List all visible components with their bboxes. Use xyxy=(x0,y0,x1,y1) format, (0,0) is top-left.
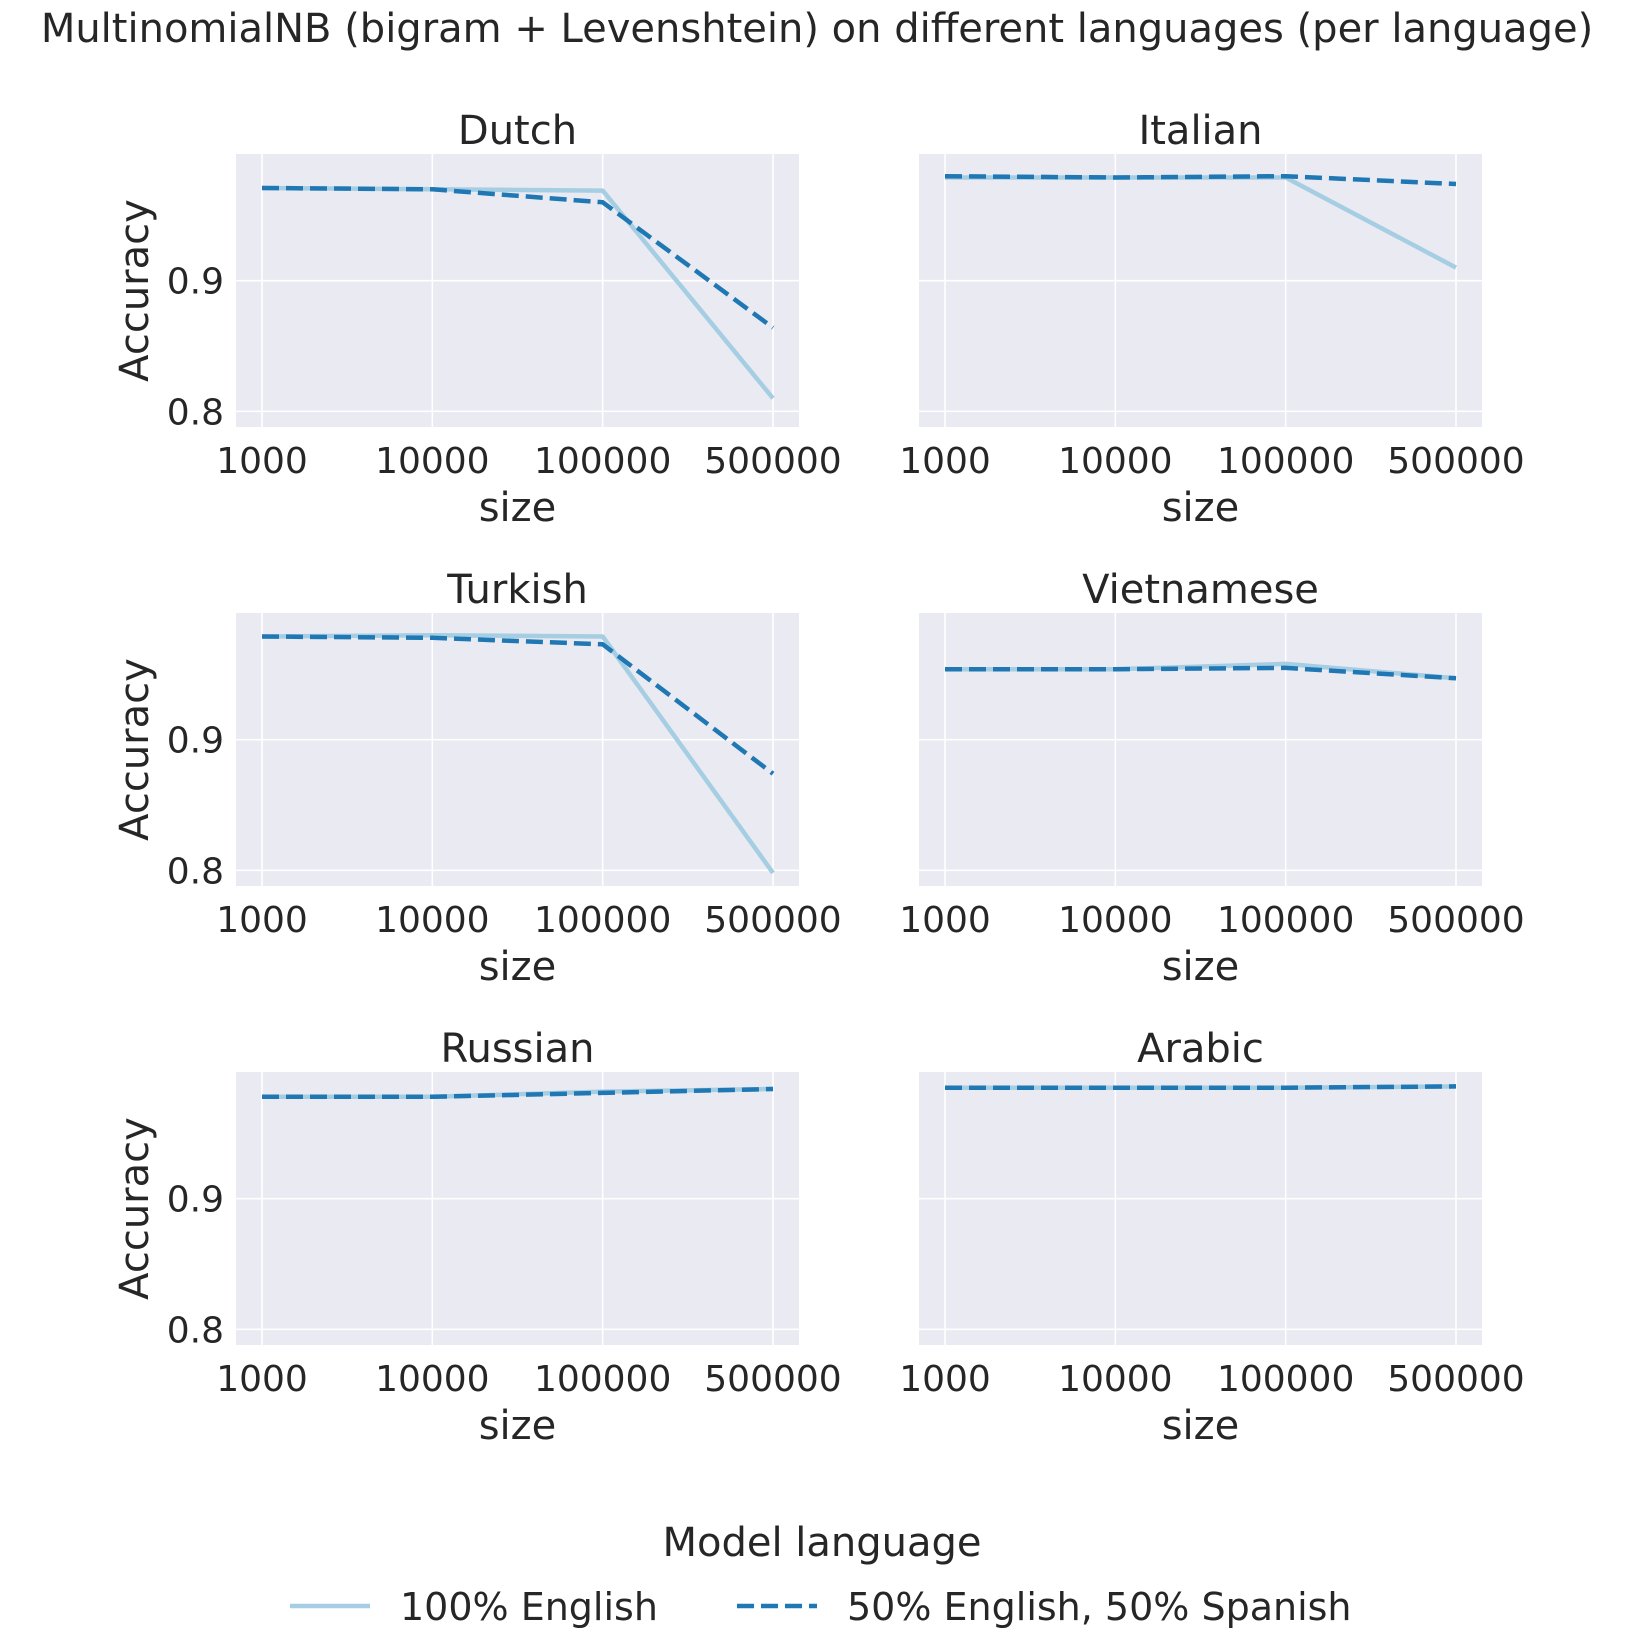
y-tick-label: 0.8 xyxy=(167,392,224,433)
subplot-title: Italian xyxy=(1138,108,1262,154)
y-tick-label: 0.9 xyxy=(167,1180,224,1221)
subplot-dutch: Dutch 1000 10000 100000 500000 size 0.8 0.9Accu… xyxy=(112,108,842,531)
x-tick-label: 100000 xyxy=(534,441,671,482)
subplot-title: Arabic xyxy=(1137,1026,1264,1072)
plot-area xyxy=(919,1072,1482,1345)
y-tick-label: 0.8 xyxy=(167,1310,224,1351)
x-tick-label: 500000 xyxy=(1387,900,1524,941)
legend-label-100-english: 100% English xyxy=(400,1585,658,1629)
figure-title: MultinomialNB (bigram + Levenshtein) on … xyxy=(41,6,1593,52)
series-line-50-english-50-spanish xyxy=(262,1086,774,1100)
x-tick-label: 10000 xyxy=(375,1359,490,1400)
subplot-russian: Russian 1000 10000 100000 500000 size 0.8 0.9Ac… xyxy=(112,1026,842,1449)
legend-title: Model language xyxy=(662,1520,981,1566)
legend-label-50-english-50-spanish: 50% English, 50% Spanish xyxy=(847,1585,1352,1629)
x-tick-label: 100000 xyxy=(1217,1359,1354,1400)
x-tick-label: 1000 xyxy=(899,900,991,941)
x-tick-label: 100000 xyxy=(534,900,671,941)
plot-area xyxy=(236,154,799,427)
x-tick-label: 10000 xyxy=(375,900,490,941)
subplot-title: Turkish xyxy=(446,567,588,613)
x-tick-label: 10000 xyxy=(1058,441,1173,482)
plot-area xyxy=(236,613,799,886)
subplot-arabic: Arabic 1000 10000 100000 500000 size xyxy=(899,1026,1525,1449)
series-line-50-english-50-spanish xyxy=(944,173,1457,187)
x-tick-label: 100000 xyxy=(534,1359,671,1400)
y-tick-label: 0.9 xyxy=(167,262,224,303)
subplot-italian: Italian 1000 10000 100000 500000 size xyxy=(899,108,1525,531)
series-line-50-english-50-spanish xyxy=(945,665,1457,681)
x-axis-label: size xyxy=(479,485,557,531)
x-axis-label: size xyxy=(1162,485,1240,531)
x-tick-label: 1000 xyxy=(216,1359,308,1400)
series-line-50-english-50-spanish xyxy=(261,185,775,330)
y-axis-label: Accuracy xyxy=(112,199,158,382)
x-tick-label: 100000 xyxy=(1217,441,1354,482)
subplot-vietnamese: Vietnamese 1000 10000 100000 500000 size xyxy=(899,567,1525,990)
x-tick-label: 500000 xyxy=(704,1359,841,1400)
subplot-title: Russian xyxy=(440,1026,594,1072)
x-tick-label: 1000 xyxy=(899,1359,991,1400)
x-tick-label: 1000 xyxy=(216,441,308,482)
x-axis-label: size xyxy=(1162,944,1240,990)
x-tick-label: 500000 xyxy=(704,441,841,482)
subplot-title: Dutch xyxy=(458,108,577,154)
x-tick-label: 10000 xyxy=(375,441,490,482)
y-tick-label: 0.9 xyxy=(167,721,224,762)
x-axis-label: size xyxy=(479,1403,557,1449)
x-tick-label: 100000 xyxy=(1217,900,1354,941)
y-axis-label: Accuracy xyxy=(112,658,158,841)
plot-area xyxy=(919,613,1482,886)
subplot-turkish: Turkish 1000 10000 100000 500000 size 0.8 0.9Ac… xyxy=(112,567,842,990)
x-axis-label: size xyxy=(1162,1403,1240,1449)
x-tick-label: 1000 xyxy=(216,900,308,941)
legend: Model language 100% English 50% English,… xyxy=(290,1520,1352,1629)
y-tick-label: 0.8 xyxy=(167,851,224,892)
x-tick-label: 10000 xyxy=(1058,900,1173,941)
subplot-title: Vietnamese xyxy=(1082,567,1319,613)
plot-area xyxy=(919,154,1482,427)
x-tick-label: 500000 xyxy=(704,900,841,941)
x-axis-label: size xyxy=(479,944,557,990)
x-tick-label: 500000 xyxy=(1387,441,1524,482)
x-tick-label: 10000 xyxy=(1058,1359,1173,1400)
x-tick-label: 1000 xyxy=(899,441,991,482)
series-line-50-english-50-spanish xyxy=(945,1084,1457,1090)
plot-area xyxy=(236,1072,799,1345)
series-line-50-english-50-spanish xyxy=(261,634,775,776)
y-axis-label: Accuracy xyxy=(112,1117,158,1300)
x-tick-label: 500000 xyxy=(1387,1359,1524,1400)
